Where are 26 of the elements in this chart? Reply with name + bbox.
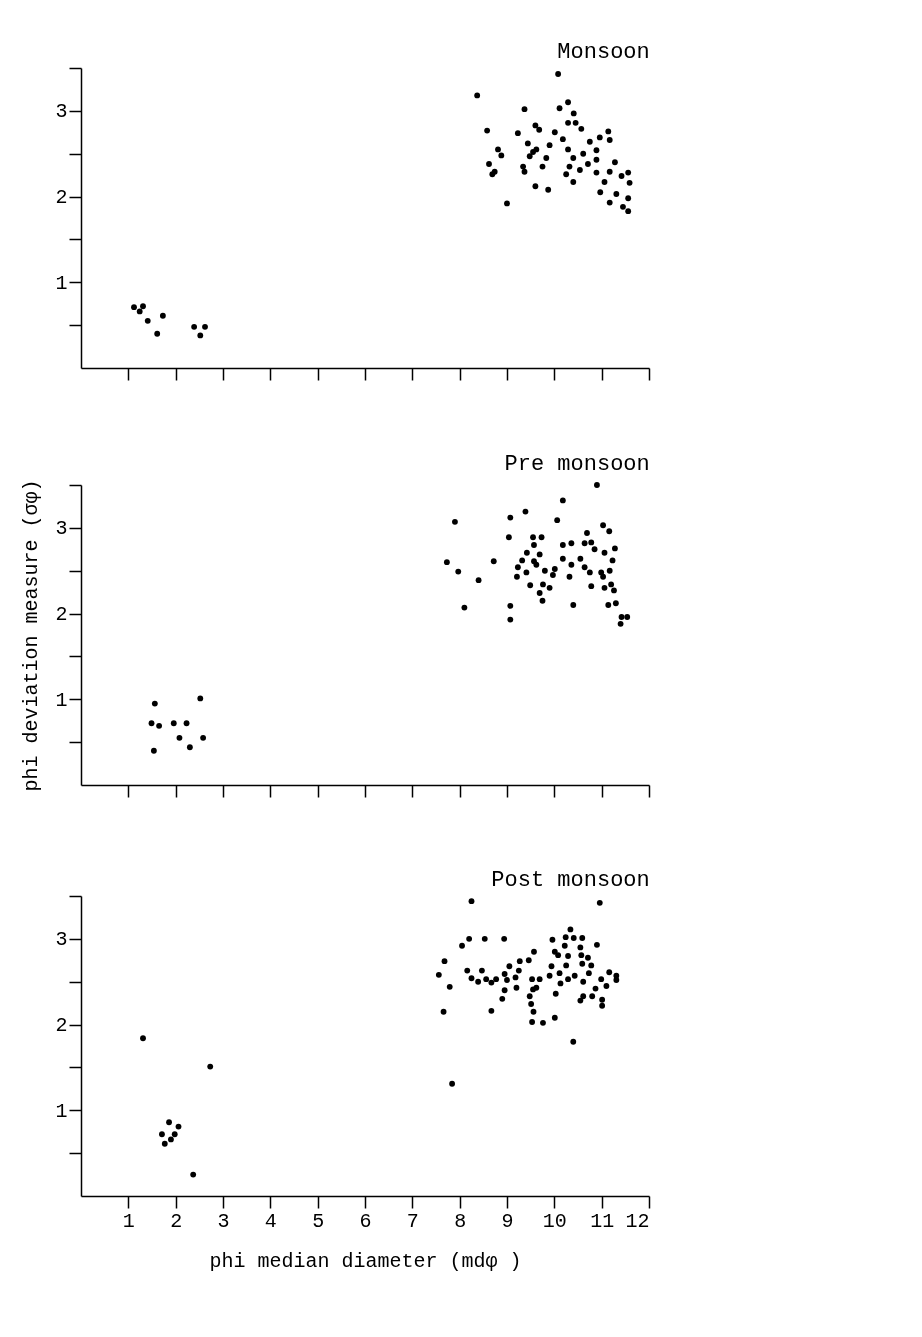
x-tick-label: 3 <box>217 1209 230 1233</box>
y-tick-label: 3 <box>55 517 68 541</box>
x-tick-label: 9 <box>501 1209 514 1233</box>
x-axis-title: phi median diameter (mdφ ) <box>209 1249 522 1273</box>
y-tick-label: 1 <box>55 271 68 295</box>
x-tick-label: 7 <box>406 1209 419 1233</box>
y-tick-label: 1 <box>55 688 68 712</box>
x-tick-label: 4 <box>264 1209 277 1233</box>
x-tick-label: 11 <box>590 1209 615 1233</box>
x-tick-label: 8 <box>454 1209 467 1233</box>
y-tick-label: 2 <box>55 603 68 627</box>
x-tick-label: 10 <box>542 1209 567 1233</box>
x-tick-label: 12 <box>625 1209 650 1233</box>
x-tick-label: 2 <box>170 1209 183 1233</box>
chart-title: Monsoon <box>557 40 650 66</box>
x-tick-label: 5 <box>312 1209 325 1233</box>
x-tick-label: 1 <box>122 1209 135 1233</box>
chart-title: Pre monsoon <box>504 451 650 477</box>
y-tick-label: 2 <box>55 1014 68 1038</box>
chart-title: Post monsoon <box>491 868 650 894</box>
y-tick-label: 3 <box>55 100 68 124</box>
y-tick-label: 2 <box>55 186 68 210</box>
x-tick-label: 6 <box>359 1209 372 1233</box>
y-tick-label: 3 <box>55 928 68 952</box>
y-axis-title: phi deviation measure (σφ) <box>20 479 44 792</box>
y-tick-label: 1 <box>55 1099 68 1123</box>
